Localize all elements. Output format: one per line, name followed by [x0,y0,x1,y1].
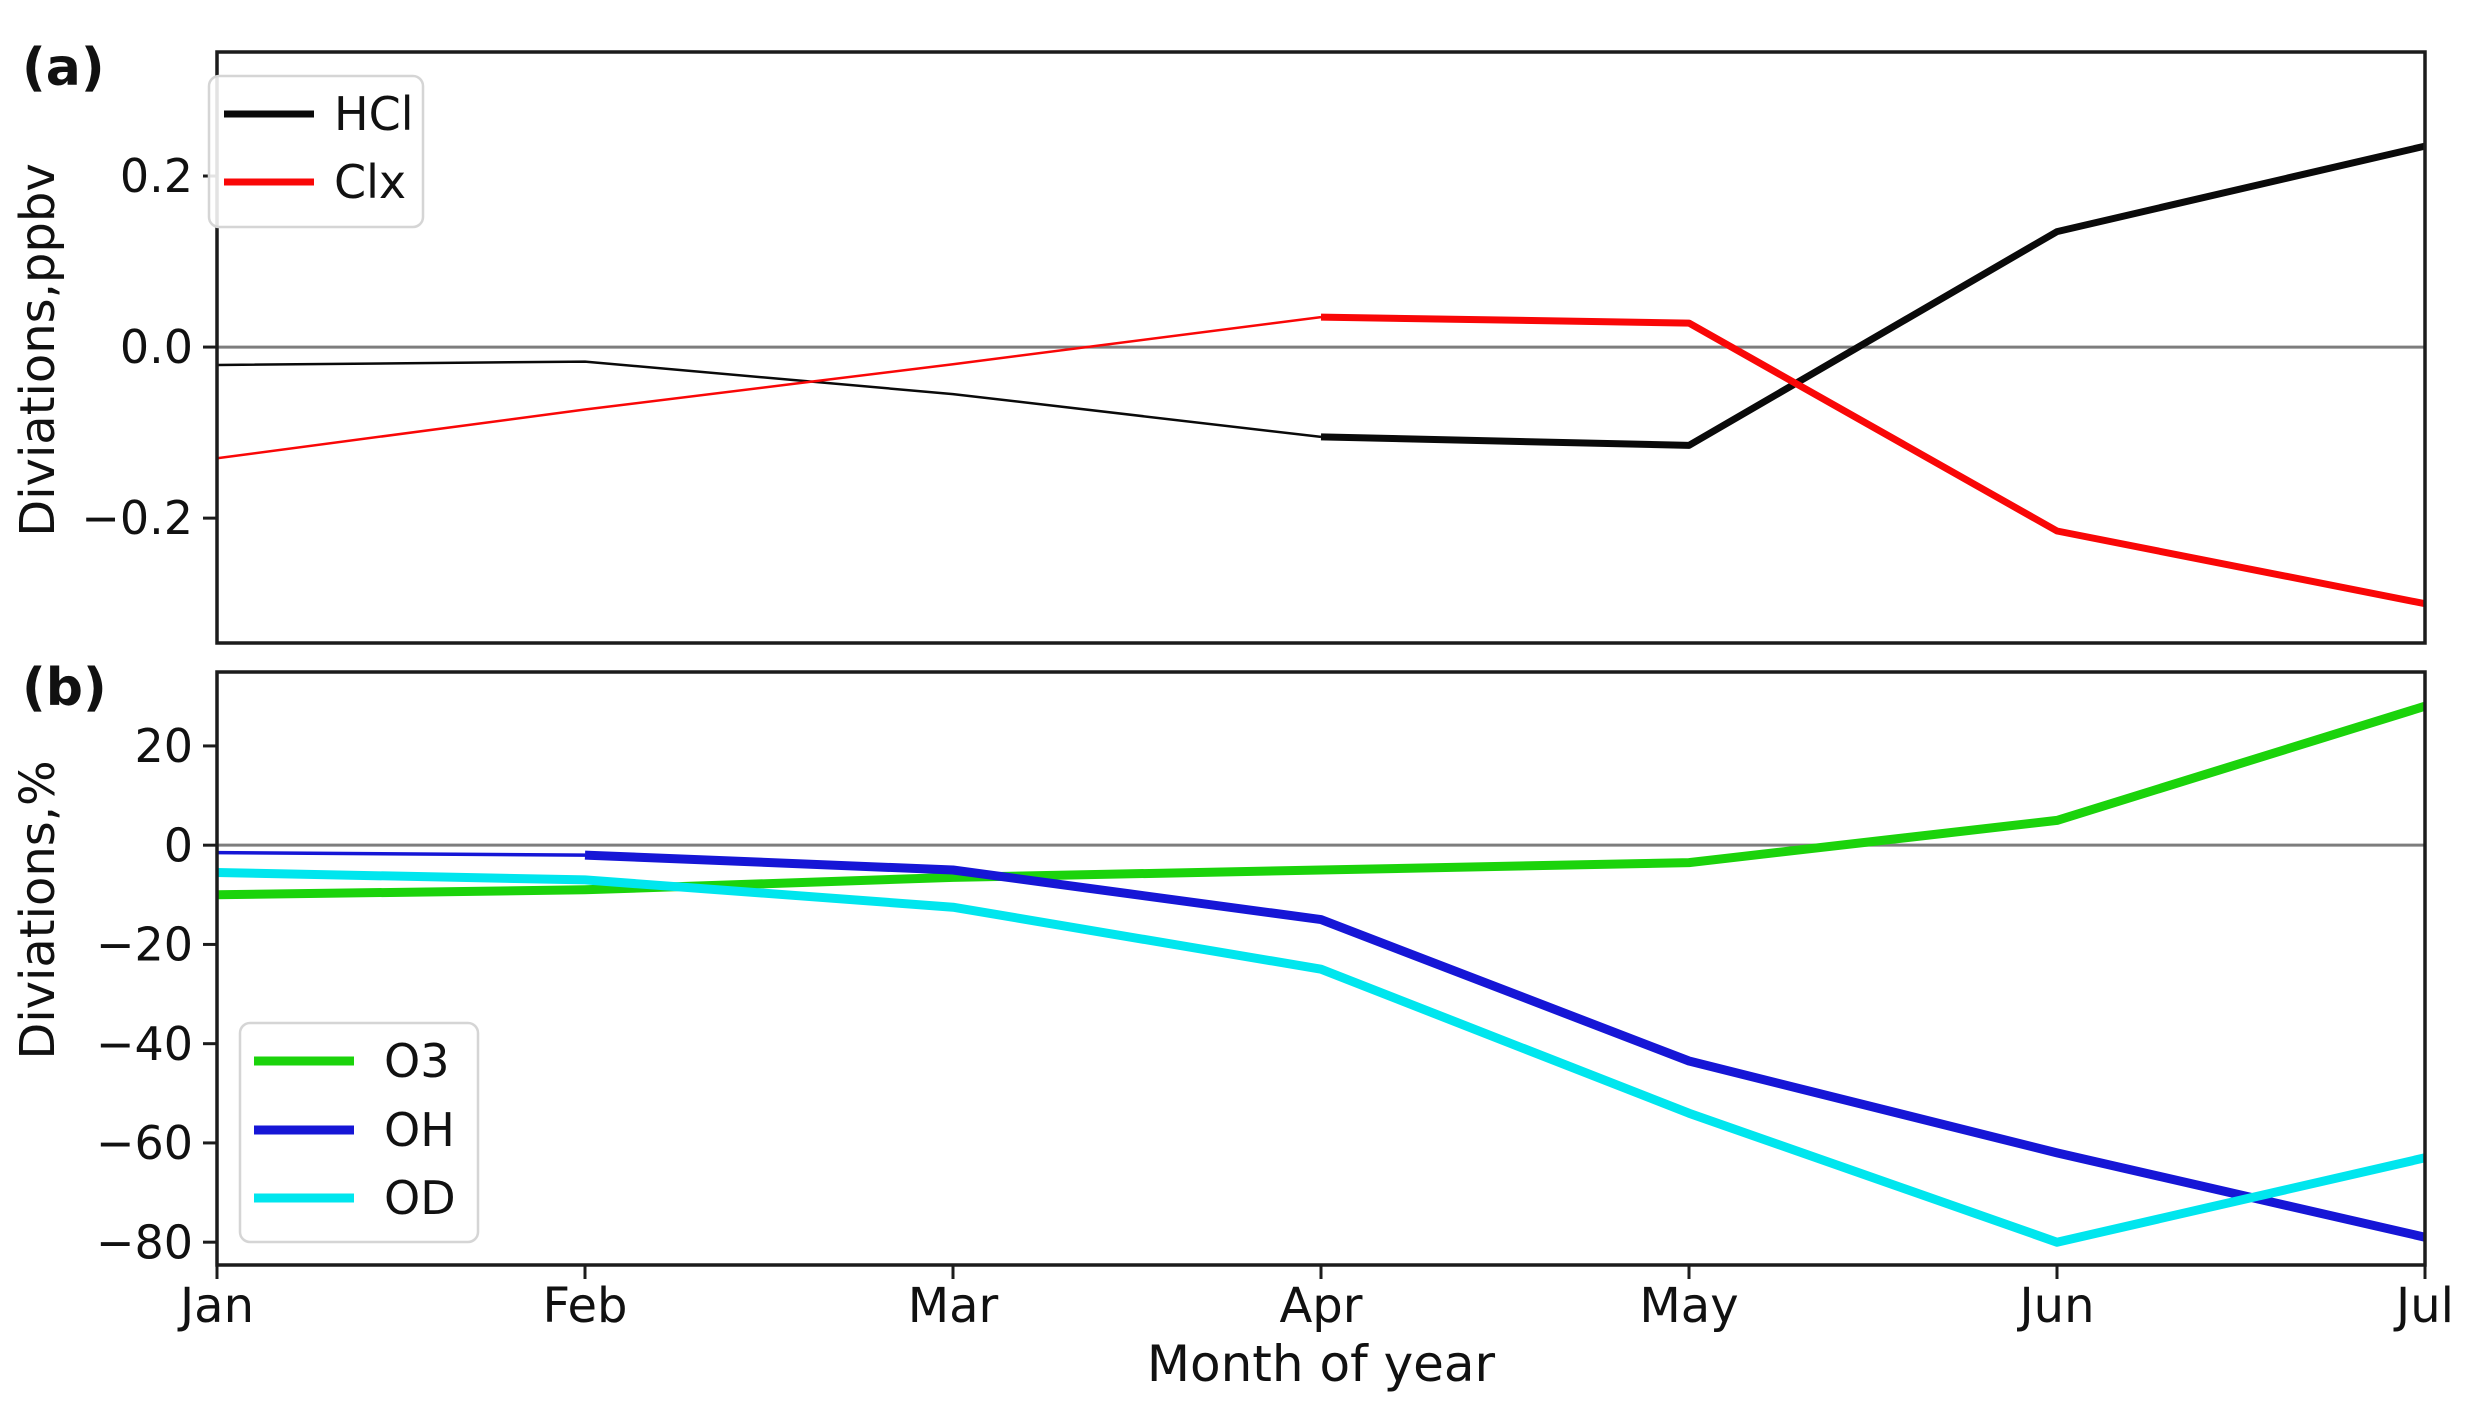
series-HCl-line-thick [1320,142,2426,449]
legend-label-Clx: Clx [334,155,406,209]
y-axis-label: Diviations,ppbv [10,163,66,536]
series-Clx-line-thin [216,315,1322,460]
x-axis-label: Month of year [1147,1335,1496,1393]
y-tick-label: 0.0 [120,320,193,374]
y-tick-label: −0.2 [81,491,193,545]
y-tick-label: 0 [164,818,193,872]
x-tick-label: Apr [1279,1278,1362,1334]
y-tick-label: −60 [96,1116,193,1170]
legend-label-O3: O3 [384,1034,449,1088]
x-tick-label: Jan [177,1278,254,1334]
y-tick-label: −20 [96,918,193,972]
series-OH-line-thick [584,850,2427,1242]
legend-box [238,1021,480,1244]
series-Clx-line-thick [1320,313,2426,608]
panel-tag: (b) [22,658,107,718]
x-tick-label: May [1639,1278,1738,1334]
series-O3-line [216,701,2427,900]
panel-tag: (a) [22,38,105,98]
y-axis-label: Diviations,% [10,760,66,1059]
y-tick-label: 0.2 [120,149,193,203]
series-HCl-line-thin [216,360,1322,439]
legend-label-OD: OD [384,1171,456,1225]
x-tick-label: Jun [2017,1278,2095,1334]
series-OH-line-thin [216,850,586,857]
y-tick-label: −40 [96,1017,193,1071]
y-tick-label: −80 [96,1215,193,1269]
series-OD-line [216,868,2427,1247]
legend-label-OH: OH [384,1103,455,1157]
x-tick-label: Jul [2393,1278,2454,1334]
legend-label-HCl: HCl [334,87,414,141]
x-tick-label: Mar [908,1278,999,1334]
y-tick-label: 20 [134,719,193,773]
x-tick-label: Feb [543,1278,628,1334]
